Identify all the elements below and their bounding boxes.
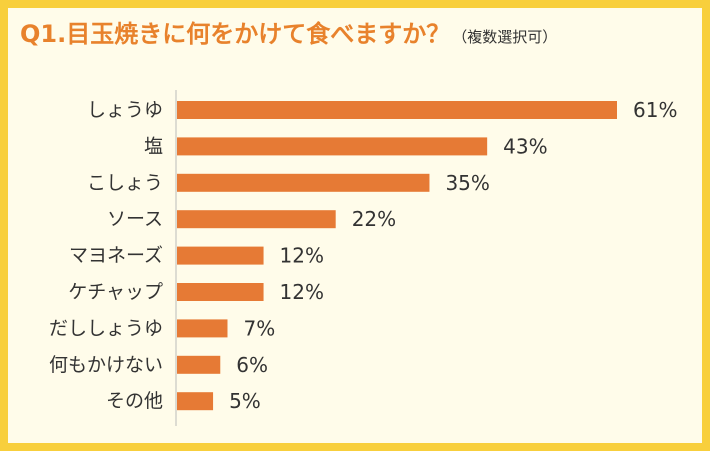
value-label: 35% <box>445 171 489 195</box>
category-label: しょうゆ <box>87 99 163 121</box>
bar <box>177 392 214 411</box>
category-label: マヨネーズ <box>69 245 163 267</box>
value-label: 43% <box>503 134 547 158</box>
bar <box>177 101 617 119</box>
value-label: 61% <box>633 98 677 122</box>
category-label: その他 <box>106 390 163 412</box>
bar <box>177 319 228 338</box>
category-label: ケチャップ <box>68 281 163 303</box>
value-label: 12% <box>280 280 324 304</box>
category-label: こしょう <box>87 172 163 194</box>
category-label: 塩 <box>144 135 163 157</box>
bar <box>177 355 221 374</box>
bar <box>177 283 264 301</box>
category-label: 何もかけない <box>49 354 163 376</box>
bar <box>177 210 336 229</box>
bar <box>177 137 488 156</box>
value-label: 7% <box>243 316 275 340</box>
value-label: 6% <box>236 353 268 377</box>
bar <box>177 173 430 192</box>
bars-group: しょうゆ 61% 塩 43% こしょう 35% ソース 22% マヨネーズ 12% ケチャップ 12%… <box>49 98 677 413</box>
bar <box>177 246 264 265</box>
chart-title: Q1.目玉焼きに何をかけて食べますか？ （複数選択可） <box>20 18 557 53</box>
value-label: 22% <box>352 207 396 231</box>
category-label: だししょうゆ <box>49 317 163 339</box>
chart-panel <box>8 8 702 443</box>
chart-title-main: Q1.目玉焼きに何をかけて食べますか？ <box>20 20 451 48</box>
value-label: 12% <box>280 244 324 268</box>
category-label: ソース <box>107 208 163 230</box>
chart-title-note: （複数選択可） <box>452 28 558 46</box>
value-label: 5% <box>229 389 261 413</box>
